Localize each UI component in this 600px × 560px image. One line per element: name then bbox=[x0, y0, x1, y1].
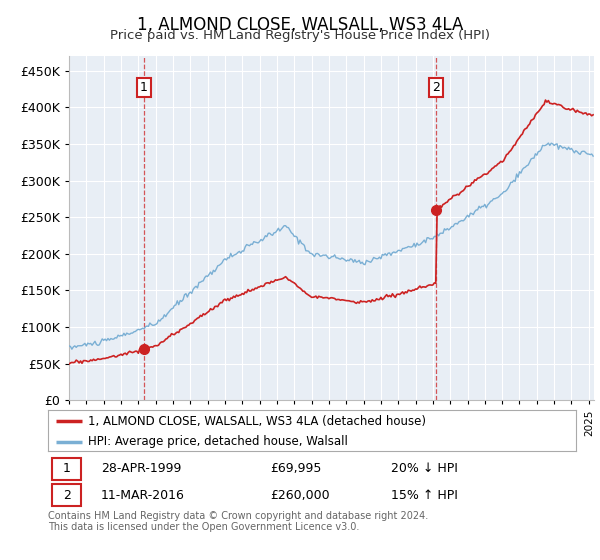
Text: 28-APR-1999: 28-APR-1999 bbox=[101, 463, 181, 475]
Text: £69,995: £69,995 bbox=[270, 463, 321, 475]
FancyBboxPatch shape bbox=[52, 458, 81, 480]
Text: HPI: Average price, detached house, Walsall: HPI: Average price, detached house, Wals… bbox=[88, 435, 347, 448]
Text: 2: 2 bbox=[63, 489, 71, 502]
Text: 2: 2 bbox=[432, 81, 440, 94]
Text: 20% ↓ HPI: 20% ↓ HPI bbox=[391, 463, 458, 475]
Text: 1: 1 bbox=[63, 463, 71, 475]
Text: £260,000: £260,000 bbox=[270, 489, 329, 502]
Text: 11-MAR-2016: 11-MAR-2016 bbox=[101, 489, 185, 502]
FancyBboxPatch shape bbox=[52, 484, 81, 506]
Text: Contains HM Land Registry data © Crown copyright and database right 2024.
This d: Contains HM Land Registry data © Crown c… bbox=[48, 511, 428, 533]
Text: 1: 1 bbox=[140, 81, 148, 94]
Text: Price paid vs. HM Land Registry's House Price Index (HPI): Price paid vs. HM Land Registry's House … bbox=[110, 29, 490, 42]
Text: 1, ALMOND CLOSE, WALSALL, WS3 4LA: 1, ALMOND CLOSE, WALSALL, WS3 4LA bbox=[137, 16, 463, 34]
Text: 15% ↑ HPI: 15% ↑ HPI bbox=[391, 489, 458, 502]
Text: 1, ALMOND CLOSE, WALSALL, WS3 4LA (detached house): 1, ALMOND CLOSE, WALSALL, WS3 4LA (detac… bbox=[88, 415, 425, 428]
